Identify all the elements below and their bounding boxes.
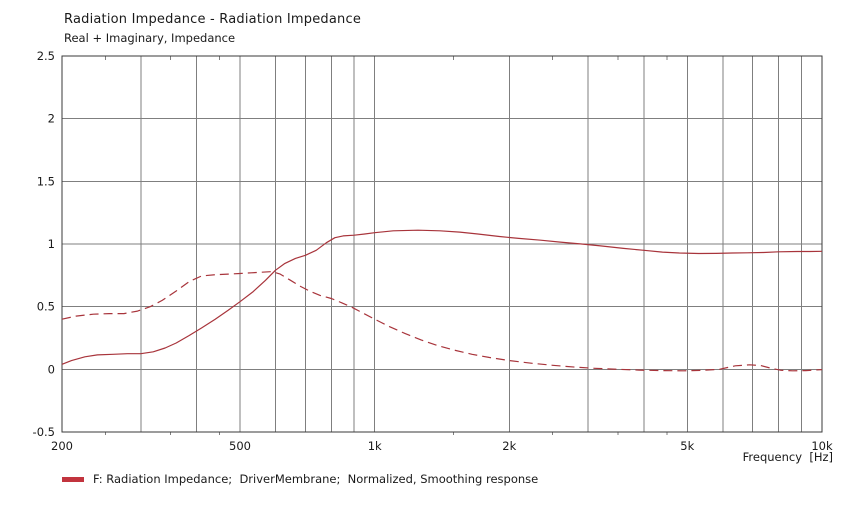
chart-title: Radiation Impedance - Radiation Impedanc… (64, 12, 362, 27)
real-impedance-curve (61, 229, 823, 365)
plot-border (61, 55, 823, 433)
x-tick-label: 200 (51, 439, 73, 453)
imaginary-impedance-curve (61, 271, 823, 372)
x-tick-label: 2k (502, 439, 516, 453)
y-tick-label: 2.5 (37, 49, 55, 63)
x-tick-label: 500 (229, 439, 251, 453)
y-tick-label: 1.5 (37, 174, 55, 188)
y-tick-label: 0.5 (37, 300, 55, 314)
chart-subtitle: Real + Imaginary, Impedance (64, 31, 236, 45)
y-tick-label: 0 (48, 362, 55, 376)
x-axis-title: Frequency [Hz] (742, 450, 833, 464)
legend: F: Radiation Impedance; DriverMembrane; … (62, 471, 538, 487)
y-tick-label: -0.5 (33, 425, 55, 439)
x-tick-label: 1k (368, 439, 382, 453)
x-tick-label: 5k (680, 439, 694, 453)
y-tick-label: 2 (48, 112, 55, 126)
x-tick-label: 10k (811, 439, 833, 453)
legend-line-swatch (62, 476, 84, 482)
legend-label: F: Radiation Impedance; DriverMembrane; … (93, 472, 539, 486)
y-tick-label: 1 (48, 237, 55, 251)
